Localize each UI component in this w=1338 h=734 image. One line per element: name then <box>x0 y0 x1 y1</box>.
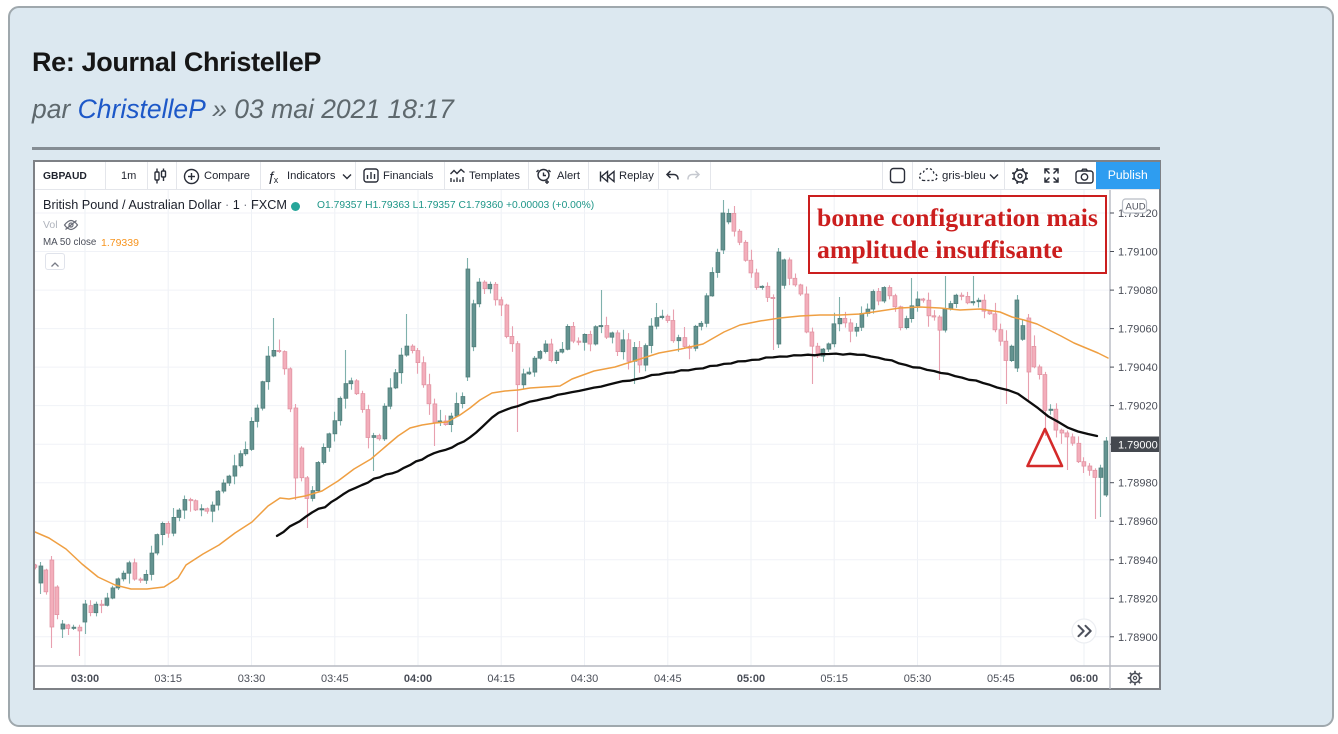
svg-text:1.79040: 1.79040 <box>1118 362 1158 374</box>
svg-text:05:15: 05:15 <box>820 673 848 685</box>
svg-text:05:45: 05:45 <box>987 673 1015 685</box>
svg-text:1.78920: 1.78920 <box>1118 593 1158 605</box>
svg-text:1.79000: 1.79000 <box>1118 440 1158 452</box>
svg-text:1.79020: 1.79020 <box>1118 401 1158 413</box>
svg-text:04:45: 04:45 <box>654 673 682 685</box>
svg-text:AUD: AUD <box>1126 202 1146 213</box>
svg-text:1.78980: 1.78980 <box>1118 478 1158 490</box>
svg-text:03:00: 03:00 <box>71 673 99 685</box>
svg-text:1.78940: 1.78940 <box>1118 555 1158 567</box>
svg-text:1.79100: 1.79100 <box>1118 247 1158 259</box>
svg-text:1.78900: 1.78900 <box>1118 632 1158 644</box>
svg-text:04:30: 04:30 <box>571 673 599 685</box>
svg-text:05:30: 05:30 <box>904 673 932 685</box>
svg-text:04:00: 04:00 <box>404 673 432 685</box>
svg-text:03:30: 03:30 <box>238 673 266 685</box>
svg-text:03:45: 03:45 <box>321 673 349 685</box>
svg-text:04:15: 04:15 <box>487 673 515 685</box>
svg-text:03:15: 03:15 <box>154 673 182 685</box>
svg-text:06:00: 06:00 <box>1070 673 1098 685</box>
svg-text:1.79080: 1.79080 <box>1118 285 1158 297</box>
svg-text:05:00: 05:00 <box>737 673 765 685</box>
svg-text:1.78960: 1.78960 <box>1118 516 1158 528</box>
svg-text:1.79060: 1.79060 <box>1118 324 1158 336</box>
